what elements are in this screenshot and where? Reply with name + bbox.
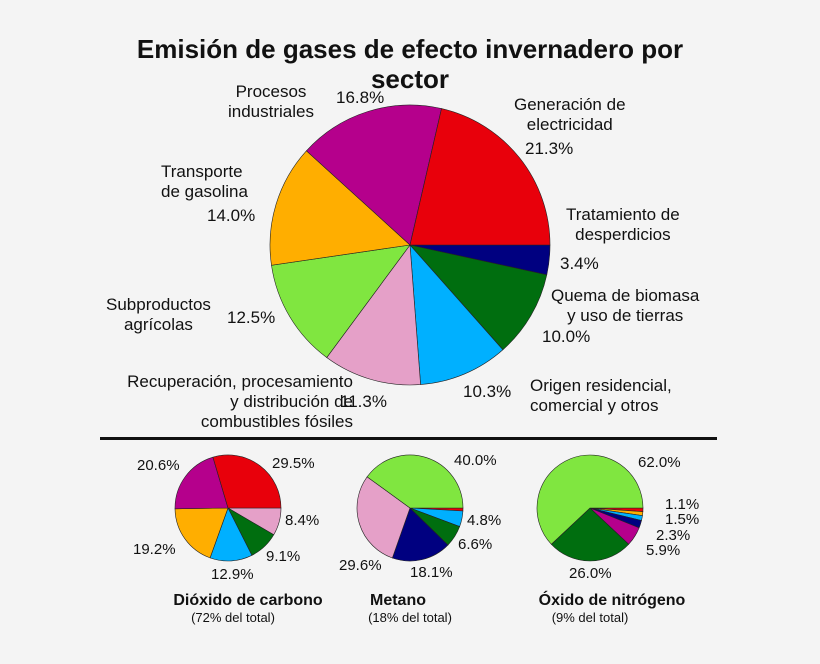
- methane-pie: [356, 454, 464, 562]
- n2o-note: (9% del total): [551, 610, 629, 625]
- slice-agriculture: [366, 454, 464, 509]
- slice-fossil: [356, 476, 411, 559]
- label-residential: Origen residencial, comercial y otros: [530, 376, 672, 415]
- chart-title: Emisión de gases de efecto invernadero p…: [136, 34, 684, 94]
- label-electricity: Generación de electricidad: [514, 95, 626, 134]
- pct-transport: 14.0%: [207, 206, 256, 225]
- pct-residential: 10.3%: [463, 382, 512, 401]
- label-transport: Transporte de gasolina: [161, 162, 248, 201]
- slice-transport: [174, 507, 229, 559]
- slice-industrial: [306, 104, 442, 246]
- label-agriculture: Subproductos agrícolas: [106, 295, 211, 334]
- ch4-pct-fossil: 29.6%: [339, 557, 382, 574]
- slice-fossil: [326, 244, 421, 386]
- slice-agriculture: [536, 454, 644, 545]
- ch4-pct-biomass: 6.6%: [458, 536, 493, 553]
- co2-title: Dióxido de carbono: [173, 592, 323, 609]
- co2-pct-fossil: 8.4%: [285, 512, 320, 529]
- pct-biomass: 10.0%: [542, 327, 591, 346]
- n2o-pct-residential: 1.5%: [665, 511, 700, 528]
- co2-pct-electricity: 29.5%: [272, 455, 315, 472]
- slice-transport: [269, 150, 411, 266]
- label-industrial: Procesos industriales: [228, 82, 314, 121]
- ch4-pct-residential: 4.8%: [467, 512, 502, 529]
- co2-pct-industrial: 20.6%: [137, 457, 180, 474]
- pct-waste: 3.4%: [560, 254, 599, 273]
- n2o-pct-agriculture: 62.0%: [638, 454, 681, 471]
- slice-agriculture: [271, 244, 411, 358]
- slice-electricity: [409, 108, 551, 246]
- co2-pct-biomass: 9.1%: [266, 548, 301, 565]
- ch4-pct-agriculture: 40.0%: [454, 452, 497, 469]
- co2-pct-residential: 12.9%: [211, 566, 254, 583]
- n2o-title: Óxido de nitrógeno: [538, 592, 686, 609]
- ch4-note: (18% del total): [368, 610, 452, 625]
- main-pie: [269, 104, 551, 386]
- label-fossil: Recuperación, procesamiento y distribució…: [127, 372, 353, 431]
- pct-electricity: 21.3%: [525, 139, 574, 158]
- co2-pie: [174, 454, 282, 562]
- pct-fossil: 11.3%: [340, 392, 387, 411]
- slice-residential: [409, 244, 504, 385]
- slice-biomass: [409, 244, 548, 351]
- ch4-pct-waste: 18.1%: [410, 564, 453, 581]
- slice-electricity: [212, 454, 282, 509]
- label-biomass: Quema de biomasa y uso de tierras: [551, 286, 700, 325]
- divider-line: [100, 437, 717, 440]
- n2o-pct-waste: 2.3%: [656, 527, 691, 544]
- pct-agriculture: 12.5%: [227, 308, 276, 327]
- co2-note: (72% del total): [191, 610, 275, 625]
- co2-pct-transport: 19.2%: [133, 541, 176, 558]
- pct-industrial: 16.8%: [336, 88, 385, 107]
- ch4-title: Metano: [370, 592, 426, 609]
- label-waste: Tratamiento de desperdicios: [566, 205, 680, 244]
- n2o-pct-electricity: 1.1%: [665, 496, 700, 513]
- n2o-pct-biomass: 26.0%: [569, 565, 612, 582]
- n2o-pct-industrial: 5.9%: [646, 542, 681, 559]
- slice-biomass: [550, 507, 630, 562]
- slice-industrial: [174, 456, 229, 510]
- nitrous-oxide-pie: [536, 454, 644, 562]
- slice-waste: [391, 507, 449, 562]
